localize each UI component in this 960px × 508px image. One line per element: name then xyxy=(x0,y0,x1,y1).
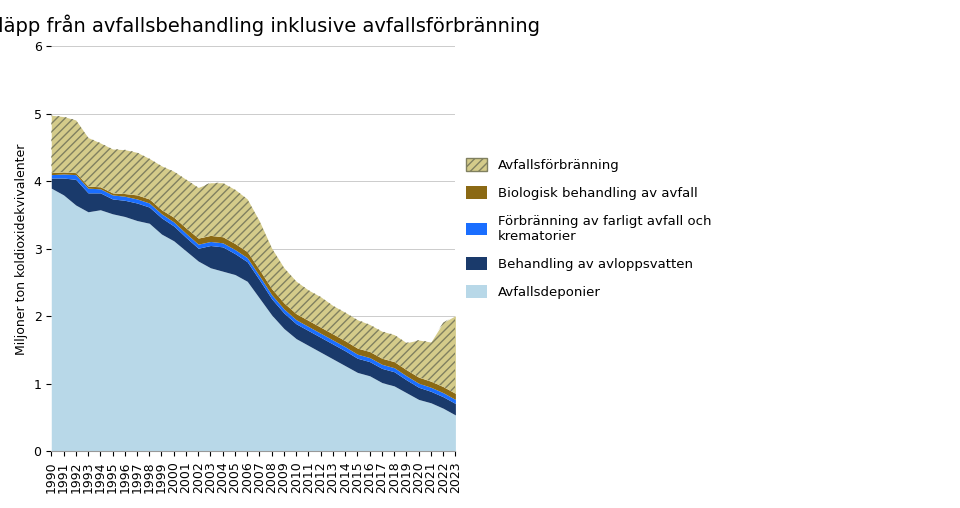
Title: Utsläpp från avfallsbehandling inklusive avfallsförbränning: Utsläpp från avfallsbehandling inklusive… xyxy=(0,15,540,37)
Legend: Avfallsförbränning, Biologisk behandling av avfall, Förbränning av farligt avfal: Avfallsförbränning, Biologisk behandling… xyxy=(466,158,711,299)
Y-axis label: Miljoner ton koldioxidekvivalenter: Miljoner ton koldioxidekvivalenter xyxy=(15,143,28,355)
